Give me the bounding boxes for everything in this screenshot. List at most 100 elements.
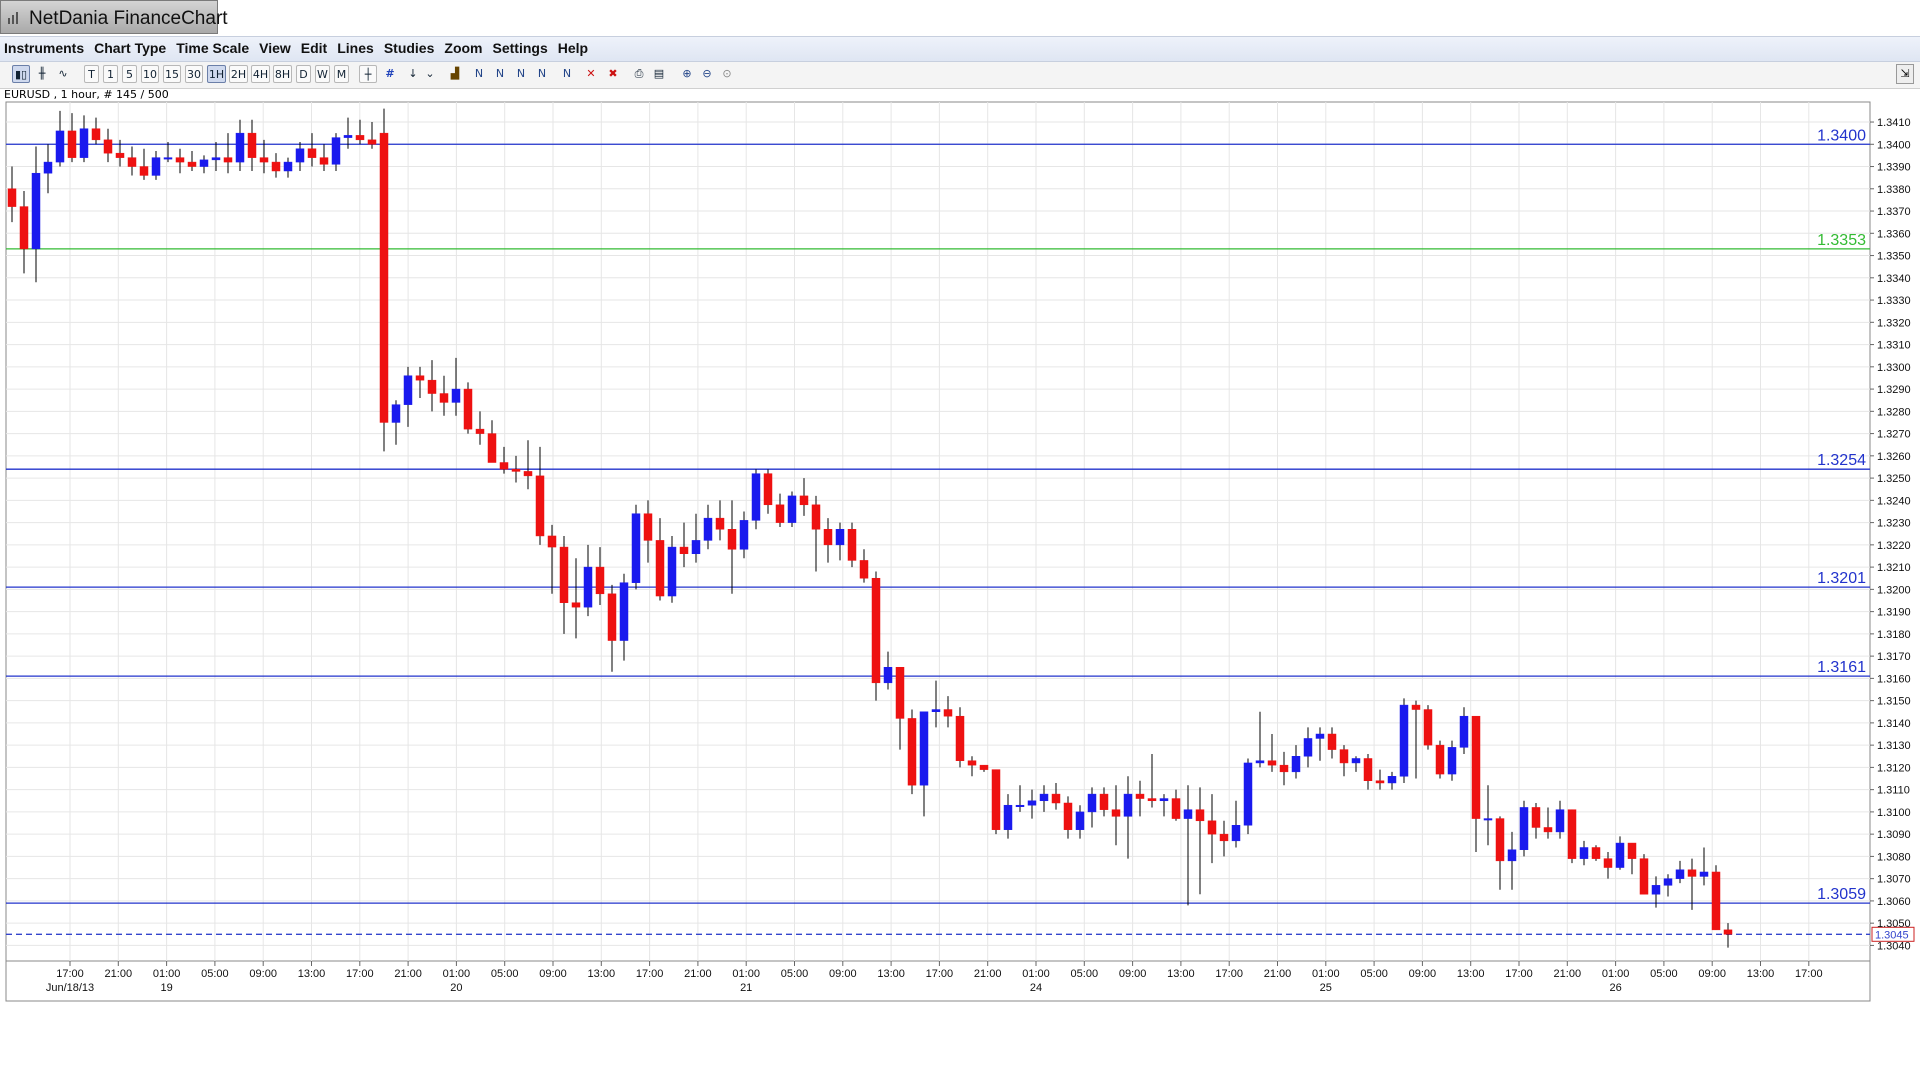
candle[interactable] <box>403 366 413 427</box>
candle[interactable] <box>1699 847 1709 886</box>
candle[interactable] <box>1543 807 1553 839</box>
candle[interactable] <box>427 360 437 412</box>
candle[interactable] <box>295 142 305 171</box>
menu-help[interactable]: Help <box>557 40 589 56</box>
timeframe-10-button[interactable]: 10 <box>141 65 159 83</box>
candle[interactable] <box>859 549 869 583</box>
candle[interactable] <box>643 500 653 563</box>
candle[interactable] <box>199 155 209 174</box>
candle[interactable] <box>835 522 845 561</box>
menu-view[interactable]: View <box>259 40 291 56</box>
candle[interactable] <box>1051 782 1061 810</box>
zoom-in-icon[interactable]: ⊕ <box>682 67 692 80</box>
timeframe-w-button[interactable]: W <box>315 65 330 83</box>
candle[interactable] <box>1387 771 1397 790</box>
candle[interactable] <box>1279 751 1289 786</box>
candle[interactable] <box>535 446 545 545</box>
candle[interactable] <box>871 571 881 701</box>
candle[interactable] <box>391 400 401 445</box>
candle[interactable] <box>355 119 365 145</box>
candle[interactable] <box>799 478 809 516</box>
candle[interactable] <box>1327 727 1337 759</box>
candle[interactable] <box>139 148 149 180</box>
candle[interactable] <box>151 150 161 180</box>
candle[interactable] <box>547 524 557 594</box>
candle[interactable] <box>235 119 245 171</box>
candle[interactable] <box>67 113 77 163</box>
zoom-reset-icon[interactable]: ⊙ <box>722 67 732 80</box>
timeframe-1-button[interactable]: 1 <box>103 65 118 83</box>
candle[interactable] <box>1219 820 1229 857</box>
menu-zoom[interactable]: Zoom <box>444 40 483 56</box>
candle[interactable] <box>1303 727 1313 768</box>
candle[interactable] <box>1519 800 1529 857</box>
candle[interactable] <box>115 139 125 167</box>
candle[interactable] <box>1603 851 1613 879</box>
candle[interactable] <box>451 357 461 416</box>
candle[interactable] <box>91 117 101 145</box>
channel-icon[interactable]: N <box>495 67 505 80</box>
candle[interactable] <box>583 544 593 617</box>
menu-lines[interactable]: Lines <box>337 40 374 56</box>
candle[interactable] <box>1003 794 1013 839</box>
candle[interactable] <box>895 666 905 750</box>
candle[interactable] <box>727 500 737 594</box>
candle[interactable] <box>775 493 785 528</box>
candle[interactable] <box>1651 876 1661 908</box>
candle[interactable] <box>1495 816 1505 890</box>
menu-time-scale[interactable]: Time Scale <box>176 40 250 56</box>
candle[interactable] <box>1675 860 1685 884</box>
candle[interactable] <box>79 115 89 163</box>
candle[interactable] <box>739 511 749 559</box>
menu-studies[interactable]: Studies <box>383 40 435 56</box>
candle[interactable] <box>463 382 473 434</box>
candle[interactable] <box>223 133 233 174</box>
candle[interactable] <box>487 420 497 463</box>
candle[interactable] <box>571 558 581 639</box>
candle[interactable] <box>919 711 929 817</box>
menu-settings[interactable]: Settings <box>492 40 548 56</box>
candle[interactable] <box>1087 787 1097 828</box>
candle[interactable] <box>1159 794 1169 817</box>
candle[interactable] <box>331 133 341 171</box>
timeframe-m-button[interactable]: M <box>334 65 349 83</box>
candle[interactable] <box>1123 776 1133 859</box>
candle[interactable] <box>667 535 677 603</box>
candle[interactable] <box>679 522 689 568</box>
candle[interactable] <box>1339 745 1349 777</box>
cursor-icon[interactable]: ↓ <box>408 67 418 80</box>
candle[interactable] <box>1627 842 1637 875</box>
candle[interactable] <box>1375 769 1385 790</box>
candle[interactable] <box>379 108 389 452</box>
edit-line-icon[interactable]: N <box>562 67 572 80</box>
candle[interactable] <box>691 513 701 563</box>
candle[interactable] <box>715 500 725 541</box>
candle[interactable] <box>1423 705 1433 750</box>
candle[interactable] <box>559 535 569 634</box>
candle[interactable] <box>1663 874 1673 897</box>
candle[interactable] <box>1231 800 1241 848</box>
timeframe-d-button[interactable]: D <box>296 65 311 83</box>
candle[interactable] <box>1411 700 1421 779</box>
print-preview-icon[interactable]: ▤ <box>653 67 665 80</box>
candle[interactable] <box>307 133 317 167</box>
volume-icon[interactable]: ▟ <box>450 67 460 80</box>
candle[interactable] <box>1351 756 1361 772</box>
chevron-down-icon[interactable]: ⌄ <box>425 67 435 80</box>
timeframe-30-button[interactable]: 30 <box>185 65 203 83</box>
candle[interactable] <box>967 756 977 777</box>
candle[interactable] <box>811 495 821 572</box>
timeframe-4h-button[interactable]: 4H <box>251 65 270 83</box>
fibonacci-icon[interactable]: N <box>516 67 526 80</box>
delete-icon[interactable]: ✕ <box>586 67 596 80</box>
timeframe-1h-button[interactable]: 1H <box>207 65 226 83</box>
zoom-out-icon[interactable]: ⊖ <box>702 67 712 80</box>
candle[interactable] <box>187 150 197 171</box>
candle[interactable] <box>163 142 173 163</box>
candle[interactable] <box>1483 785 1493 846</box>
candle[interactable] <box>1291 745 1301 779</box>
candle[interactable] <box>439 375 449 416</box>
candle[interactable] <box>931 680 941 728</box>
print-icon[interactable]: ⎙ <box>634 67 644 80</box>
candle[interactable] <box>943 696 953 728</box>
